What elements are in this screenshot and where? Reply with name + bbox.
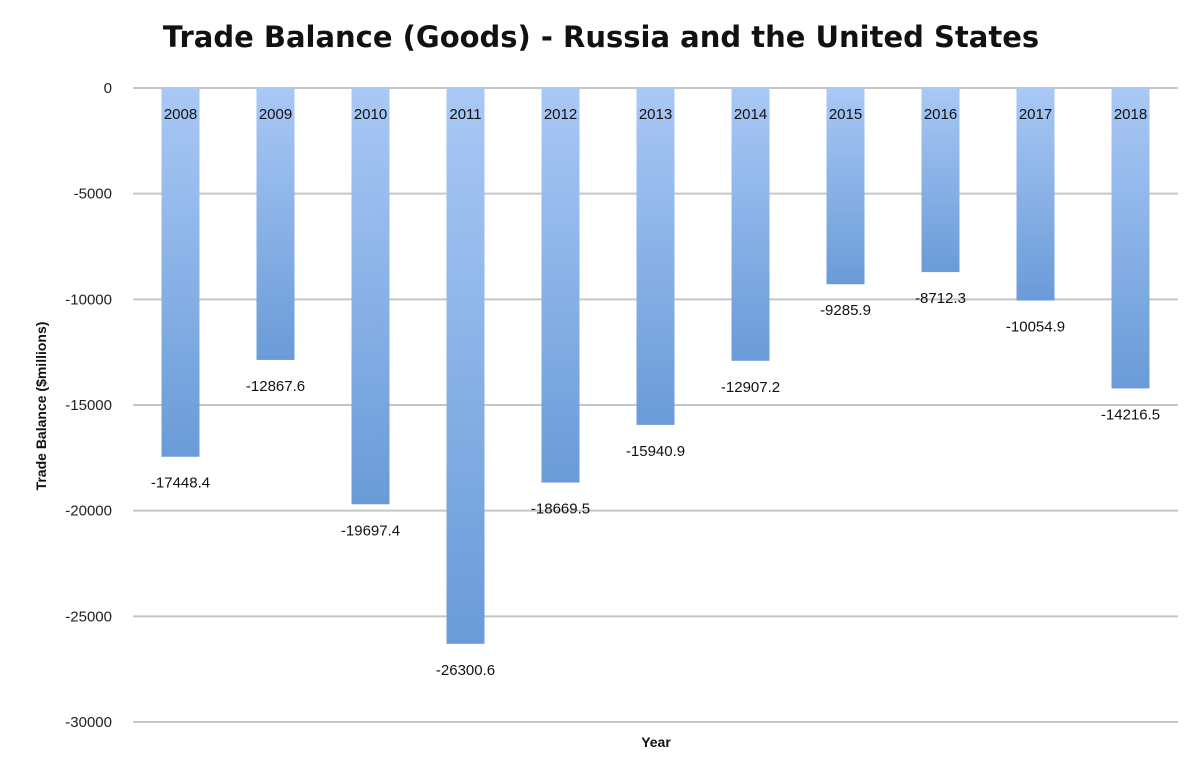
data-label: -10054.9 [1006, 318, 1065, 335]
bar-2015 [826, 88, 865, 285]
y-axis-ticks: 0 -5000 -10000 -15000 -20000 -25000 -30000 [65, 80, 112, 731]
y-tick-label: -5000 [74, 186, 112, 203]
y-tick-label: 0 [104, 80, 112, 97]
data-labels: -17448.4 -12867.6 -19697.4 -26300.6 -18669.5… [151, 290, 1160, 679]
category-label: 2016 [924, 106, 957, 123]
data-label: -8712.3 [915, 290, 966, 307]
data-label: -19697.4 [341, 522, 400, 539]
bar-2012 [541, 88, 580, 483]
category-label: 2017 [1019, 106, 1052, 123]
data-label: -12867.6 [246, 378, 305, 395]
bar-2016 [921, 88, 960, 273]
category-label: 2010 [354, 106, 387, 123]
data-label: -12907.2 [721, 379, 780, 396]
category-label: 2012 [544, 106, 577, 123]
y-tick-label: -20000 [65, 503, 112, 520]
x-axis-title: Year [641, 734, 671, 750]
y-tick-label: -10000 [65, 291, 112, 308]
category-label: 2008 [164, 106, 197, 123]
bar-2011 [446, 88, 485, 644]
category-label: 2013 [639, 106, 672, 123]
data-label: -26300.6 [436, 662, 495, 679]
bar-2010 [351, 88, 390, 505]
bar-2008 [161, 88, 200, 457]
data-label: -9285.9 [820, 302, 871, 319]
bar-2009 [256, 88, 295, 360]
category-label: 2015 [829, 106, 862, 123]
bar-2014 [731, 88, 770, 361]
data-label: -14216.5 [1101, 406, 1160, 423]
y-tick-label: -25000 [65, 608, 112, 625]
category-labels: 2008 2009 2010 2011 2012 2013 2014 2015 2016 2017… [164, 106, 1147, 123]
category-label: 2011 [449, 106, 481, 123]
data-label: -17448.4 [151, 475, 210, 492]
data-label: -18669.5 [531, 501, 590, 518]
y-axis-title: Trade Balance ($millions) [33, 322, 49, 491]
y-tick-label: -15000 [65, 397, 112, 414]
chart-title: Trade Balance (Goods) - Russia and the U… [162, 20, 1040, 54]
y-tick-label: -30000 [65, 714, 112, 731]
category-label: 2009 [259, 106, 292, 123]
category-label: 2014 [734, 106, 767, 123]
data-label: -15940.9 [626, 443, 685, 460]
category-label: 2018 [1114, 106, 1147, 123]
bars [161, 88, 1150, 644]
bar-2013 [636, 88, 675, 425]
bar-2017 [1016, 88, 1055, 301]
bar-2018 [1111, 88, 1150, 389]
